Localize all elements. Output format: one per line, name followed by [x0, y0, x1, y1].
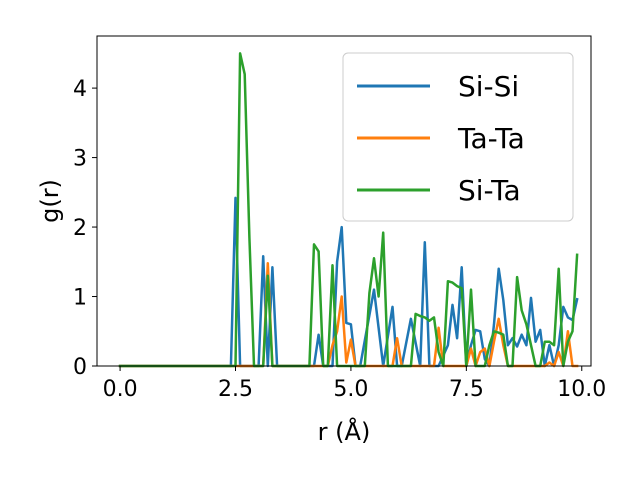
x-axis-label: r (Å) [318, 417, 371, 446]
legend-label-si-si: Si-Si [458, 70, 519, 103]
y-tick-label: 1 [73, 286, 87, 311]
x-tick-label: 7.5 [449, 377, 484, 402]
x-axis: 0.0 2.5 5.0 7.5 10.0 [103, 366, 606, 402]
y-axis-label: g(r) [36, 179, 64, 223]
legend-label-ta-ta: Ta-Ta [457, 122, 525, 155]
y-axis: 0 1 2 3 4 [73, 77, 97, 380]
y-tick-label: 2 [73, 216, 87, 241]
y-tick-label: 0 [73, 355, 87, 380]
plot-frame [96, 35, 592, 367]
legend-box [342, 52, 574, 222]
x-tick-label: 5.0 [333, 377, 368, 402]
x-tick-label: 0.0 [103, 377, 138, 402]
y-tick-label: 4 [73, 77, 87, 102]
legend: Si-Si Ta-Ta Si-Ta [342, 52, 574, 222]
y-tick-label: 3 [73, 147, 87, 172]
legend-label-si-ta: Si-Ta [458, 174, 521, 207]
x-tick-label: 2.5 [218, 377, 253, 402]
legend-items: Si-Si Ta-Ta Si-Ta [357, 70, 525, 207]
x-tick-label: 10.0 [557, 377, 606, 402]
